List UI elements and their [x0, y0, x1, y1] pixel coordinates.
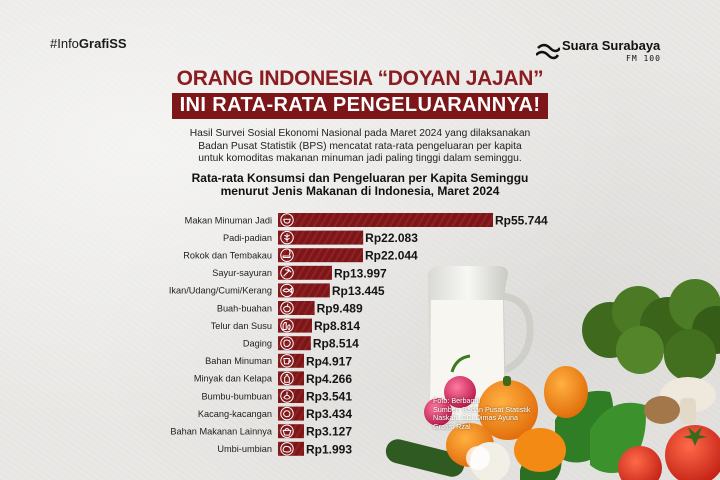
category-label: Padi-padian: [223, 233, 272, 243]
value-label: Rp8.514: [313, 337, 359, 351]
cigarette-icon: [282, 250, 291, 259]
hashtag: #InfoGrafiSS: [50, 36, 127, 51]
bean-icon: [283, 410, 291, 418]
egg-milk-icon-ring: [280, 318, 294, 333]
hashtag-prefix: #Info: [50, 36, 79, 51]
broccoli: [582, 279, 720, 381]
category-label: Bahan Makanan Lainnya: [170, 427, 273, 437]
category-label: Minyak dan Kelapa: [194, 374, 273, 384]
cup-icon-ring: [280, 354, 294, 368]
description-line: untuk komoditas makanan minuman jadi pal…: [198, 153, 522, 164]
garlic: [466, 442, 510, 480]
fruit-icon-ring: [280, 301, 294, 315]
description: Hasil Survei Sosial Ekonomi Nasional pad…: [160, 128, 560, 166]
bean-icon-ring: [280, 406, 294, 421]
bar: [278, 283, 330, 298]
headline-line-1: ORANG INDONESIA “DOYAN JAJAN”: [176, 67, 544, 90]
meat-icon-ring: [280, 336, 294, 350]
category-label: Ikan/Udang/Cumi/Kerang: [169, 286, 272, 296]
value-label: Rp8.814: [314, 319, 360, 333]
grain-icon: [284, 233, 290, 243]
station-frequency: FM 100: [626, 54, 661, 63]
bar: [278, 406, 304, 421]
bar: [278, 265, 332, 280]
chart-title-line: Rata-rata Konsumsi dan Pengeluaran per K…: [191, 171, 529, 185]
bowl-icon: [283, 218, 291, 224]
description-line: Badan Pusat Statistik (BPS) mencatat rat…: [198, 140, 522, 152]
credit-script: Naskah: CCI Dimas Ayuna: [433, 413, 518, 422]
logo-icon: [536, 43, 560, 60]
credits: Foto: Berbagai Sumber: Badan Pusat Stati…: [433, 396, 531, 431]
category-label: Bahan Minuman: [205, 356, 272, 366]
chart-title: Rata-rata Konsumsi dan Pengeluaran per K…: [150, 172, 570, 198]
headline-line-2: INI RATA-RATA PENGELUARANNYA!: [171, 93, 549, 119]
description-line: Hasil Survei Sosial Ekonomi Nasional pad…: [189, 128, 531, 139]
value-label: Rp13.997: [334, 266, 387, 280]
category-label: Kacang-kacangan: [198, 409, 272, 419]
credit-photo: Foto: Berbagai: [433, 396, 481, 405]
vegetable-icon: [283, 268, 292, 277]
oil-bottle-icon: [284, 373, 290, 383]
value-label: Rp1.993: [306, 442, 352, 456]
category-label: Buah-buahan: [217, 303, 272, 313]
station-name: Suara Surabaya: [562, 38, 661, 53]
value-label: Rp9.489: [317, 302, 363, 316]
fruit-icon: [283, 303, 291, 313]
value-label: Rp22.083: [365, 231, 418, 245]
tomatoes: [618, 425, 720, 480]
vegetable-icon-ring: [280, 266, 294, 280]
value-label: Rp4.917: [306, 354, 352, 368]
value-label: Rp22.044: [365, 249, 418, 263]
bar: [278, 213, 493, 227]
grain-icon-ring: [280, 230, 294, 245]
radishes: [424, 354, 476, 426]
category-label: Sayur-sayuran: [212, 268, 272, 278]
egg-milk-icon: [282, 321, 291, 331]
station-logo: Suara Surabaya FM 100: [536, 38, 676, 68]
value-label: Rp13.445: [332, 284, 385, 298]
spice-icon: [283, 391, 291, 400]
hashtag-bold: GrafiSS: [78, 36, 127, 51]
credit-graphic: Grafis: Rzal: [433, 421, 471, 431]
mushrooms: [644, 377, 716, 424]
bar: [278, 389, 304, 403]
value-label: Rp3.541: [306, 390, 352, 404]
category-label: Bumbu-bumbuan: [202, 391, 272, 401]
chart-subtitle-line: menurut Jenis Makanan di Indonesia, Mare…: [220, 184, 500, 198]
oil-bottle-icon-ring: [280, 371, 294, 386]
category-label: Rokok dan Tembakau: [183, 251, 272, 261]
cucumber: [385, 439, 465, 477]
basket-icon: [282, 427, 292, 436]
cigarette-icon-ring: [280, 248, 294, 262]
category-label: Daging: [243, 339, 272, 349]
bowl-icon-ring: [280, 213, 294, 227]
value-label: Rp55.744: [495, 214, 548, 228]
bar: [278, 230, 364, 245]
value-label: Rp4.266: [306, 372, 352, 386]
meat-icon: [283, 339, 291, 347]
cup-icon: [283, 357, 292, 365]
basket-icon-ring: [280, 424, 294, 438]
fish-icon-ring: [280, 283, 294, 298]
bar: [278, 248, 364, 263]
category-label: Makan Minuman Jadi: [185, 215, 272, 225]
credit-source: Sumber: Badan Pusat Statistik: [433, 404, 531, 414]
value-label: Rp3.434: [306, 407, 352, 421]
tuber-icon-ring: [280, 442, 294, 456]
category-label: Telur dan Susu: [211, 321, 272, 331]
category-label: Umbi-umbian: [217, 444, 272, 454]
spice-icon-ring: [280, 389, 294, 403]
tuber-icon: [282, 445, 292, 453]
value-label: Rp3.127: [306, 425, 352, 439]
fish-icon: [282, 287, 293, 294]
